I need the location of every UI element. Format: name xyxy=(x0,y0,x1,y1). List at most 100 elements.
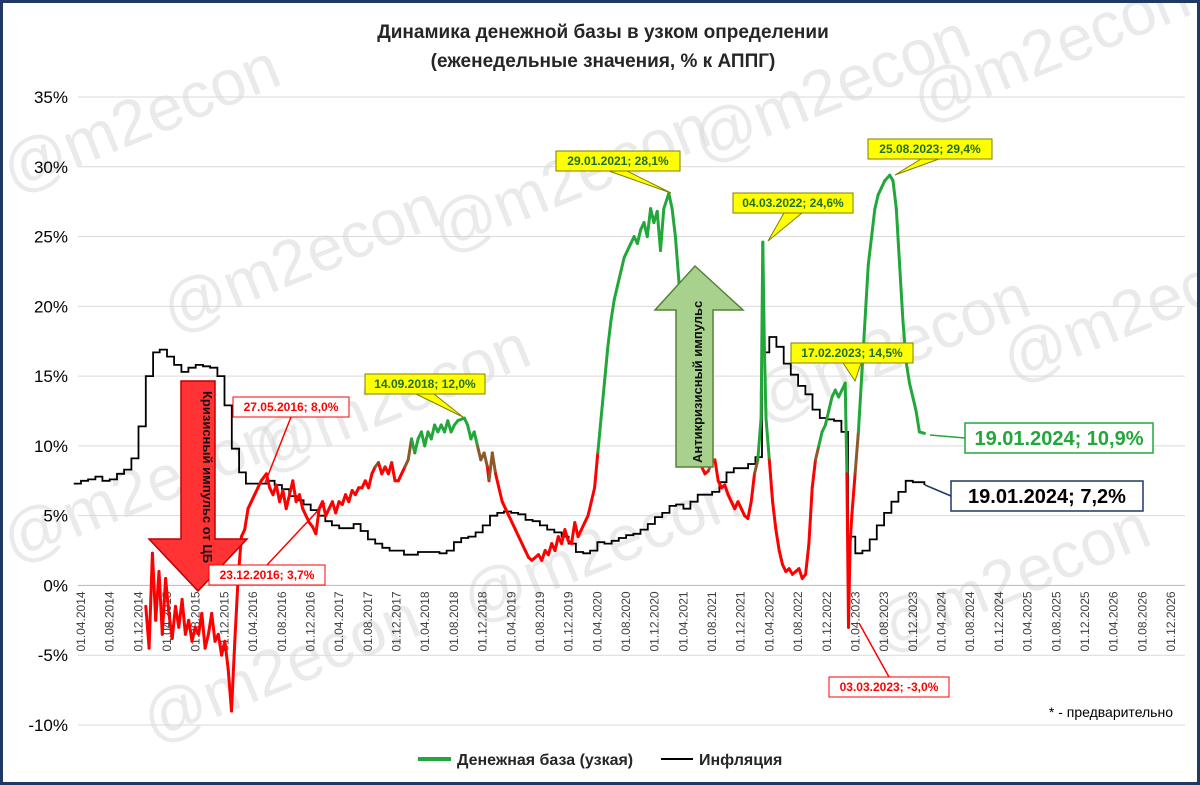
series-segment-money-base xyxy=(602,346,610,385)
data-point-money-base xyxy=(867,263,870,266)
data-point-money-base xyxy=(420,431,423,433)
data-point-money-base xyxy=(911,396,914,398)
data-point-money-base xyxy=(895,207,898,210)
x-tick-label: 01.08.2017 xyxy=(361,591,375,651)
series-segment-money-base xyxy=(866,235,874,266)
data-point-money-base xyxy=(275,484,278,486)
data-point-money-base xyxy=(844,382,847,384)
data-point-money-base xyxy=(311,525,314,528)
series-segment-money-base xyxy=(233,577,240,643)
data-point-money-base xyxy=(243,528,246,531)
anticrisis-arrow-label: Антикризисный импульс xyxy=(690,301,705,463)
data-point-money-base xyxy=(417,438,419,440)
data-point-money-base xyxy=(629,242,632,245)
annotation-a2023_02: 17.02.2023; 14,5% xyxy=(790,342,914,383)
y-tick-label: 5% xyxy=(43,507,68,526)
callout-text: 27.05.2016; 8,0% xyxy=(244,400,339,414)
data-point-money-base xyxy=(476,445,479,447)
series-segment-money-base xyxy=(767,458,775,504)
series-segment-money-base xyxy=(586,500,593,518)
x-tick-label: 01.04.2017 xyxy=(332,591,346,651)
data-point-money-base xyxy=(883,179,886,182)
data-point-money-base xyxy=(423,445,426,447)
series-segment-money-base xyxy=(827,395,834,413)
callout-box xyxy=(208,564,326,586)
data-point-money-base xyxy=(498,486,500,489)
data-point-money-base xyxy=(656,210,659,213)
data-point-money-base xyxy=(747,517,749,520)
data-point-money-base xyxy=(247,507,249,510)
callout-text: 23.12.2016; 3,7% xyxy=(220,568,315,582)
callout-box xyxy=(828,676,950,698)
data-point-money-base xyxy=(470,438,472,440)
data-point-money-base xyxy=(636,242,639,245)
data-point-money-base xyxy=(908,382,911,384)
data-point-money-base xyxy=(583,521,586,524)
x-tick-label: 01.12.2017 xyxy=(390,591,404,651)
data-point-money-base xyxy=(491,452,494,454)
data-point-money-base xyxy=(874,207,876,210)
series-segment-money-base xyxy=(619,256,626,273)
data-point-money-base xyxy=(161,633,164,636)
data-point-money-base xyxy=(486,465,489,468)
data-point-money-base xyxy=(517,535,520,538)
data-point-money-base xyxy=(341,503,344,506)
data-point-money-base xyxy=(590,500,593,503)
data-point-money-base xyxy=(285,507,288,510)
data-point-money-base xyxy=(603,382,606,384)
data-point-money-base xyxy=(384,465,386,468)
data-point-money-base xyxy=(880,186,883,189)
data-point-money-base xyxy=(450,431,452,433)
x-tick-label: 01.04.2022 xyxy=(762,591,776,651)
data-point-money-base xyxy=(743,514,746,517)
data-point-money-base xyxy=(328,507,330,510)
series-segment-money-base xyxy=(180,597,187,636)
x-tick-label: 01.04.2025 xyxy=(1021,591,1035,651)
legend-money-base-label: Денежная база (узкая) xyxy=(457,752,633,769)
data-point-money-base xyxy=(364,479,367,482)
data-point-money-base xyxy=(854,472,856,475)
series-segment-money-base xyxy=(589,486,597,504)
data-point-money-base xyxy=(870,235,873,238)
data-point-money-base xyxy=(321,500,324,503)
x-tick-label: 01.04.2019 xyxy=(504,591,518,651)
data-point-money-base xyxy=(659,249,662,252)
data-point-money-base xyxy=(613,298,616,301)
series-segment-money-base xyxy=(749,472,756,504)
data-point-money-base xyxy=(240,535,243,538)
callout-text: 03.03.2023; -3,0% xyxy=(840,680,939,694)
data-point-money-base xyxy=(537,553,540,556)
data-point-money-base xyxy=(804,573,807,576)
data-point-money-base xyxy=(191,640,193,643)
x-tick-label: 01.08.2025 xyxy=(1049,591,1063,651)
data-point-money-base xyxy=(433,424,436,426)
data-point-money-base xyxy=(272,493,274,496)
series-segment-money-base xyxy=(210,611,217,643)
y-tick-label: 20% xyxy=(34,297,68,316)
series-segment-money-base xyxy=(911,395,918,413)
chart-subtitle: (еженедельные значения, % к АППГ) xyxy=(431,51,776,72)
series-segment-money-base xyxy=(898,263,905,322)
data-point-money-base xyxy=(756,458,759,461)
data-point-money-base xyxy=(224,640,226,643)
series-segment-money-base xyxy=(347,489,354,504)
series-segment-money-base xyxy=(764,416,771,462)
x-tick-label: 01.12.2018 xyxy=(476,591,490,651)
data-point-money-base xyxy=(727,493,729,496)
series-segment-money-base xyxy=(482,451,489,469)
x-tick-label: 01.04.2018 xyxy=(418,591,432,651)
data-point-money-base xyxy=(514,528,517,531)
callout-box xyxy=(232,396,350,418)
data-point-money-base xyxy=(860,375,863,377)
y-tick-label: 25% xyxy=(34,228,68,247)
series-segment-money-base xyxy=(659,207,666,252)
y-tick-label: -5% xyxy=(38,646,68,665)
data-point-money-base xyxy=(181,598,184,601)
data-point-money-base xyxy=(253,493,256,496)
data-point-money-base xyxy=(671,207,673,210)
data-point-money-base xyxy=(200,612,203,615)
series-segment-money-base xyxy=(243,507,250,532)
data-point-money-base xyxy=(288,493,291,496)
series-segment-money-base xyxy=(870,207,877,239)
